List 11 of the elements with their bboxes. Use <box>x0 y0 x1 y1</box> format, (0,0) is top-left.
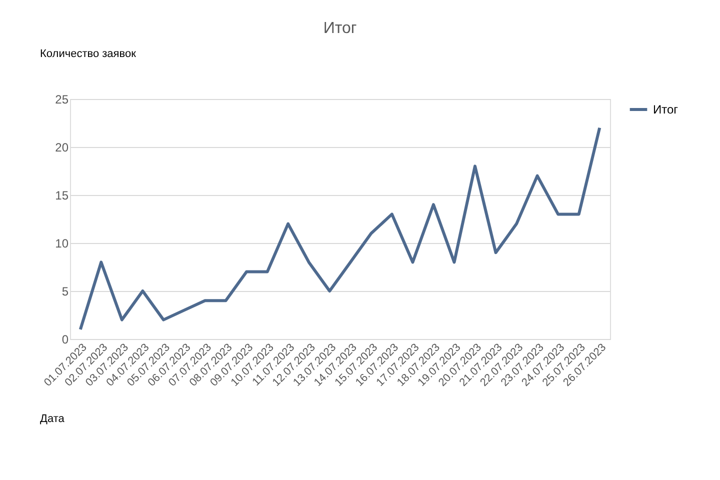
line-series <box>78 126 602 331</box>
y-tick-label: 25 <box>55 92 69 106</box>
chart-title: Итог <box>323 20 357 37</box>
text: Количество заявок <box>40 48 136 60</box>
y-tick-label: 0 <box>62 332 69 346</box>
y-tick-label: 20 <box>55 140 69 154</box>
legend-label: Итог <box>653 102 679 116</box>
y-tick-label: 15 <box>55 188 69 202</box>
y-tick-label: 10 <box>55 236 69 250</box>
text: Дата <box>40 413 66 425</box>
y-tick-label: 5 <box>62 284 69 298</box>
